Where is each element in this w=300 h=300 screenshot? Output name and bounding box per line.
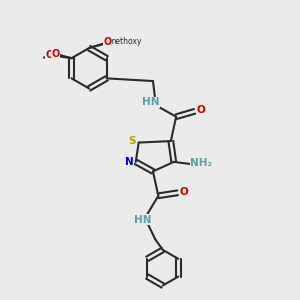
- Text: O: O: [180, 187, 189, 197]
- Text: O: O: [45, 50, 53, 60]
- Text: methoxy: methoxy: [108, 37, 141, 46]
- Text: O: O: [103, 38, 112, 47]
- Text: O: O: [108, 36, 116, 46]
- Text: HN: HN: [142, 98, 159, 107]
- Text: N: N: [125, 158, 134, 167]
- Text: HN: HN: [134, 214, 151, 224]
- Text: O: O: [51, 49, 59, 59]
- Text: S: S: [128, 136, 136, 146]
- Text: NH₂: NH₂: [190, 158, 212, 168]
- Text: O: O: [196, 105, 205, 115]
